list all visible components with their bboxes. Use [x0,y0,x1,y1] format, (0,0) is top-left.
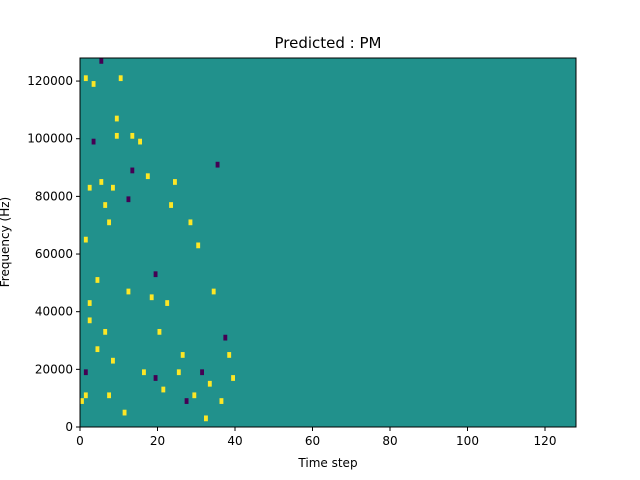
heatmap-cell [83,392,88,399]
heatmap-cell [87,184,92,191]
heatmap-cell [99,58,104,64]
heatmap-cell [219,398,224,404]
heatmap-cell [153,271,158,278]
y-tick-label: 60000 [35,247,73,261]
heatmap-cell [103,328,108,335]
heatmap-cell [215,161,220,168]
heatmap-cell [91,81,96,87]
heatmap-cell [111,184,115,191]
heatmap-cell [211,288,216,295]
heatmap-cell [138,138,143,145]
chart-title: Predicted : PM [275,34,382,52]
heatmap-cell [204,415,208,422]
heatmap-cell [192,392,197,399]
heatmap-cell [231,375,236,381]
heatmap-cell [130,132,135,139]
heatmap-cell [107,219,112,226]
heatmap-cell [118,75,123,82]
heatmap-cell [169,202,174,208]
heatmap-cell [114,115,119,122]
heatmap-cell [91,138,96,145]
heatmap-cell [83,75,88,82]
heatmap-cell [142,369,146,376]
x-tick-label: 40 [227,434,242,448]
y-tick-label: 20000 [35,362,73,376]
y-axis: 0 20000 40000 60000 80000 100000 120000 [27,74,80,434]
heatmap-cell [80,398,84,404]
heatmap-cell [196,242,201,249]
heatmap-cell [227,352,232,358]
heatmap-cell [103,202,108,208]
heatmap-cell [130,167,135,174]
heatmap-cell [188,219,193,226]
heatmap-cell [83,369,88,376]
x-axis: 0 20 40 60 80 100 120 [76,427,556,448]
heatmap-cell [126,288,131,295]
heatmap-cell [180,352,185,358]
heatmap-cell [157,328,162,335]
heatmap-cell [153,375,158,381]
heatmap-cell [95,277,100,283]
plot-area [79,57,577,428]
x-tick-label: 120 [534,434,557,448]
y-tick-label: 100000 [27,132,73,146]
heatmap-cell [145,173,150,180]
heatmap-cell [176,369,181,376]
y-tick-label: 40000 [35,305,73,319]
heatmap-cell [223,334,228,341]
x-tick-label: 0 [76,434,84,448]
heatmap-cell [87,300,92,306]
heatmap-cell [161,386,166,393]
plot-frame [79,57,577,428]
heatmap-cell [184,398,189,404]
heatmap-cell [173,179,177,185]
heatmap-cell [99,179,104,185]
plot-background [80,58,576,427]
heatmap-cell [122,409,127,416]
heatmap-cell [126,196,131,203]
y-tick-label: 80000 [35,189,73,203]
x-axis-label: Time step [297,456,357,470]
x-tick-label: 60 [305,434,320,448]
heatmap-cell [95,346,100,353]
heatmap-cell [87,317,92,324]
y-tick-label: 0 [65,420,73,434]
heatmap-cell [114,132,119,139]
x-tick-label: 20 [150,434,165,448]
heatmap-cells [80,58,236,422]
heatmap-cell [149,294,154,301]
heatmap-cell [83,236,88,243]
heatmap-cell [107,392,112,399]
y-axis-label: Frequency (Hz) [0,197,12,288]
heatmap-cell [200,369,205,376]
x-tick-label: 80 [382,434,397,448]
heatmap-cell [111,357,115,364]
heatmap-cell [207,380,212,387]
heatmap-cell [165,300,170,306]
x-tick-label: 100 [456,434,479,448]
y-tick-label: 120000 [27,74,73,88]
